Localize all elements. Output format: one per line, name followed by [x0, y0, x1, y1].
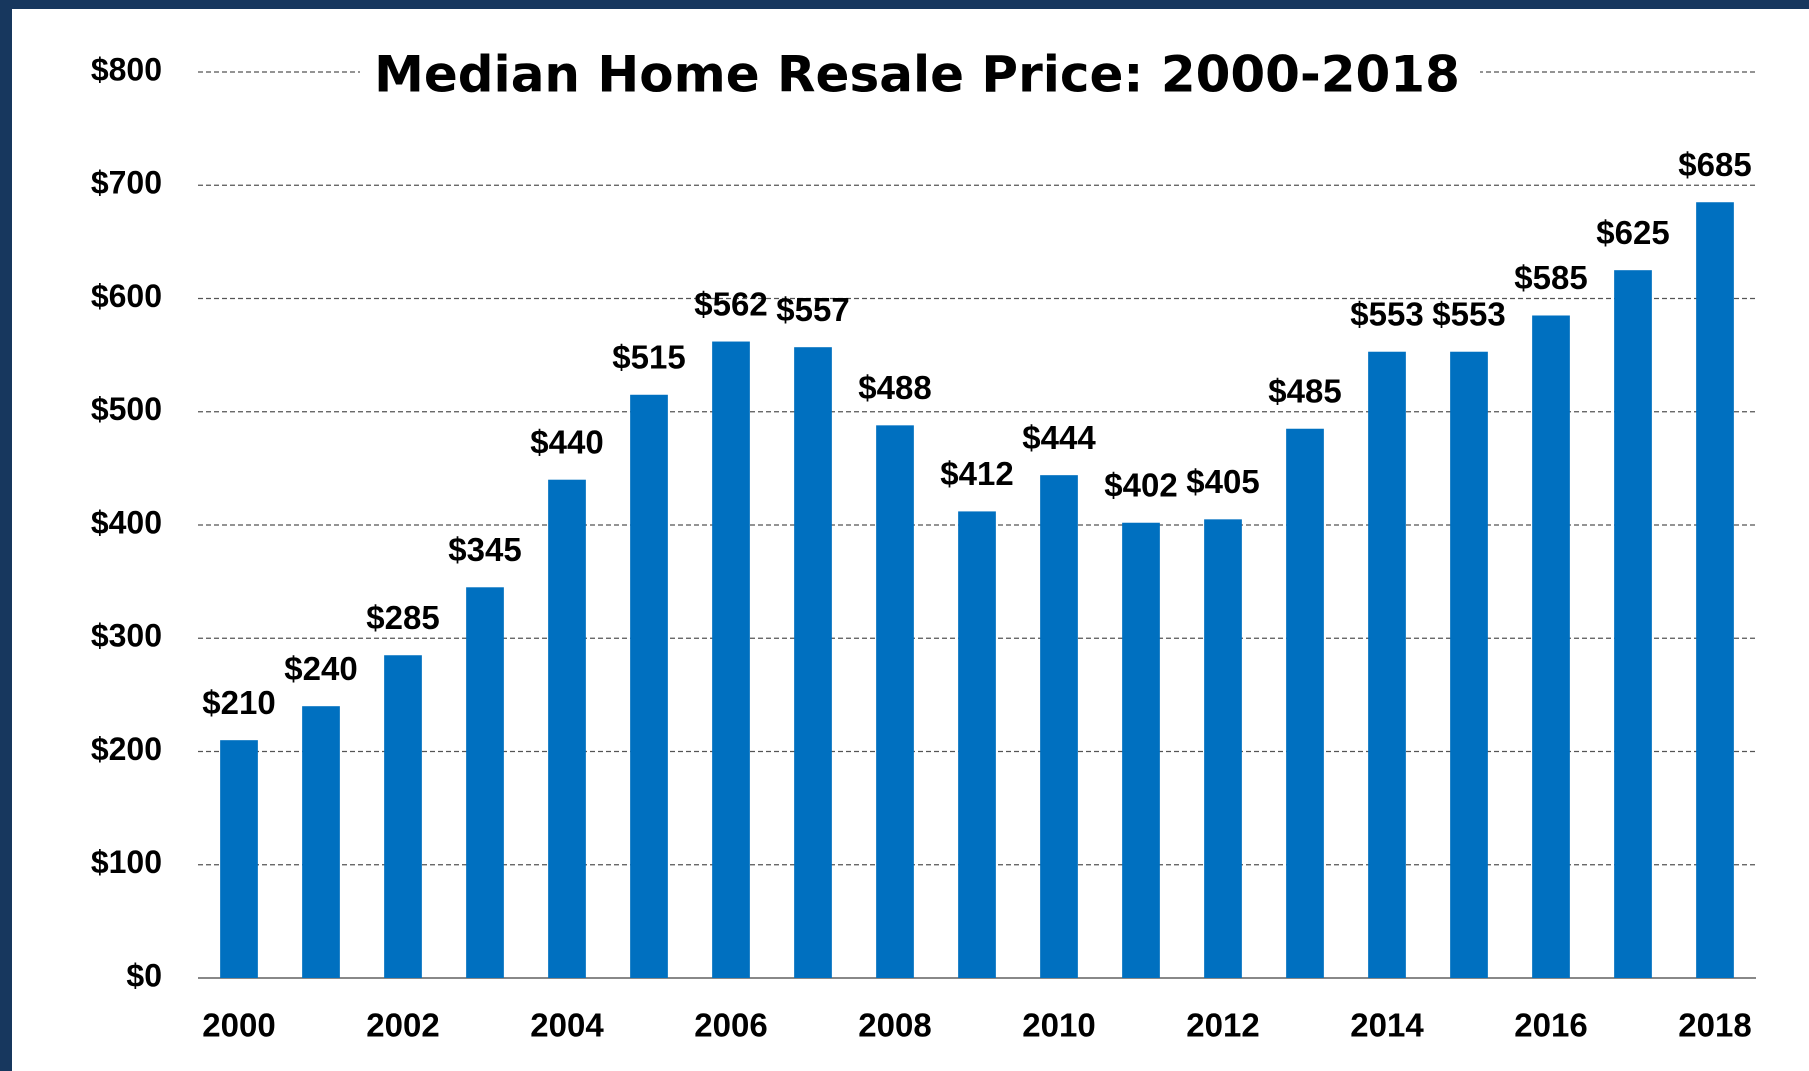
title-backdrop — [360, 40, 1480, 115]
bar — [466, 587, 504, 978]
data-label: $557 — [776, 291, 849, 328]
bar — [220, 740, 258, 978]
y-tick-label: $500 — [91, 391, 162, 427]
bar — [1614, 270, 1652, 978]
y-tick-label: $100 — [91, 844, 162, 880]
bar — [712, 341, 750, 978]
x-tick-label: 2018 — [1678, 1007, 1751, 1044]
bar — [1450, 351, 1488, 978]
data-label: $444 — [1022, 419, 1096, 456]
bar — [1532, 315, 1570, 978]
bar — [1040, 475, 1078, 978]
bar — [1696, 202, 1734, 979]
x-tick-label: 2012 — [1186, 1007, 1259, 1044]
x-tick-label: 2006 — [694, 1007, 767, 1044]
data-label: $553 — [1350, 295, 1423, 332]
data-label: $485 — [1268, 372, 1341, 409]
data-label: $625 — [1596, 214, 1669, 251]
data-label: $553 — [1432, 295, 1505, 332]
chart-title: Median Home Resale Price: 2000-2018 — [374, 46, 1460, 104]
data-label: $412 — [940, 455, 1013, 492]
y-tick-label: $300 — [91, 618, 162, 654]
x-tick-label: 2002 — [366, 1007, 439, 1044]
data-label: $685 — [1678, 146, 1751, 183]
data-label: $345 — [448, 531, 521, 568]
bar — [876, 425, 914, 979]
data-label: $402 — [1104, 466, 1177, 503]
bar — [794, 347, 832, 978]
frame-left — [0, 0, 12, 1071]
bar — [384, 655, 422, 978]
data-label: $515 — [612, 338, 685, 375]
y-tick-label: $0 — [126, 957, 162, 993]
y-tick-label: $800 — [91, 51, 162, 87]
data-label: $285 — [366, 599, 439, 636]
y-tick-label: $600 — [91, 278, 162, 314]
x-tick-label: 2004 — [530, 1007, 604, 1044]
bar — [1286, 428, 1324, 978]
bar — [1122, 522, 1160, 978]
x-tick-label: 2008 — [858, 1007, 931, 1044]
data-label: $440 — [530, 423, 603, 460]
data-label: $210 — [202, 684, 275, 721]
y-tick-label: $400 — [91, 504, 162, 540]
x-tick-label: 2010 — [1022, 1007, 1095, 1044]
frame-top — [0, 0, 1809, 9]
bar — [1368, 351, 1406, 978]
bar — [958, 511, 996, 978]
bar — [302, 706, 340, 978]
data-label: $488 — [858, 369, 931, 406]
data-label: $240 — [284, 650, 357, 687]
x-tick-label: 2014 — [1350, 1007, 1424, 1044]
bar — [548, 479, 586, 978]
y-tick-label: $700 — [91, 165, 162, 201]
data-label: $585 — [1514, 259, 1587, 296]
x-tick-label: 2016 — [1514, 1007, 1587, 1044]
data-label: $562 — [694, 285, 767, 322]
data-label: $405 — [1186, 463, 1259, 500]
bar — [1204, 519, 1242, 978]
x-tick-label: 2000 — [202, 1007, 275, 1044]
y-tick-label: $200 — [91, 731, 162, 767]
bar — [630, 394, 668, 978]
